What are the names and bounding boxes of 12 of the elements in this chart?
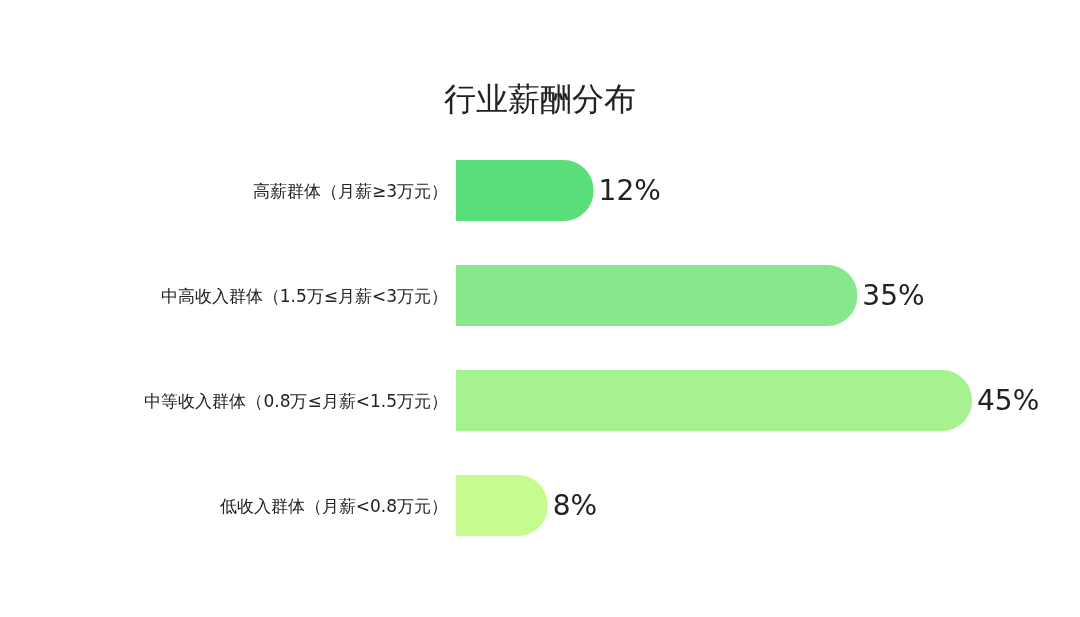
- y-tick-label: 中等收入群体（0.8万≤月薪<1.5万元）: [144, 390, 448, 411]
- data-label: 45%: [977, 384, 1040, 418]
- bar: [456, 265, 858, 327]
- data-label: 35%: [862, 279, 925, 313]
- chart-title: 行业薪酬分布: [443, 79, 637, 120]
- y-tick-label: 中高收入群体（1.5万≤月薪<3万元）: [160, 285, 448, 306]
- y-tick-label: 高薪群体（月薪≥3万元）: [252, 180, 448, 201]
- bar: [456, 370, 972, 432]
- bar: [456, 160, 594, 222]
- y-tick-label: 低收入群体（月薪<0.8万元）: [219, 495, 448, 516]
- data-label: 12%: [598, 174, 661, 208]
- data-label: 8%: [552, 489, 598, 523]
